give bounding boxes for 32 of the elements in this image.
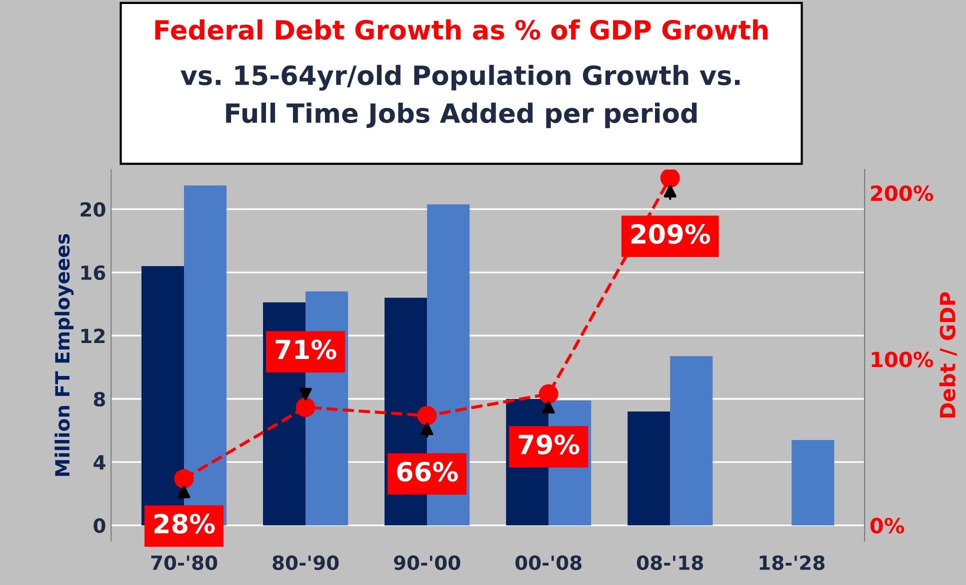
data-label: 28%	[154, 514, 215, 534]
point	[296, 398, 316, 418]
chart-subtitle: vs. 15-64yr/old Population Growth vs. Full Time Jobs Added per period	[180, 64, 740, 128]
point	[660, 170, 680, 188]
data-label: 66%	[397, 462, 458, 482]
bar	[670, 356, 713, 526]
x-tick-label: 08-'18	[636, 555, 703, 570]
y-tick-label: 12	[81, 328, 105, 344]
x-tick-label: 90-'00	[394, 555, 460, 570]
y-tick-label: 8	[94, 392, 106, 407]
y2-tick-label: 200%	[871, 185, 934, 202]
data-label: 209%	[631, 224, 710, 244]
bar	[792, 440, 834, 526]
chart-title: Federal Debt Growth as % of GDP Growth	[155, 19, 768, 40]
x-tick-label: 80-'90	[272, 555, 339, 570]
point	[174, 469, 194, 489]
point	[538, 384, 558, 404]
y-tick-label: 0	[94, 518, 106, 533]
data-label: 71%	[276, 339, 336, 360]
data-label: 79%	[518, 434, 580, 454]
y-tick-label: 16	[81, 265, 106, 280]
y2-axis-title: Debt / GDP	[939, 292, 958, 418]
y-tick-label: 4	[94, 455, 106, 470]
y2-tick-label: 100%	[872, 352, 934, 368]
x-tick-label: 00-'08	[515, 555, 582, 570]
bar	[628, 412, 670, 526]
y-tick-label: 20	[80, 202, 106, 217]
x-tick-label: 70-'80	[151, 555, 218, 570]
y2-tick-label: 0%	[870, 518, 904, 534]
point	[417, 406, 437, 426]
x-tick-label: 18-'28	[760, 555, 825, 570]
y-axis-title: Million FT Employeees	[54, 234, 74, 476]
